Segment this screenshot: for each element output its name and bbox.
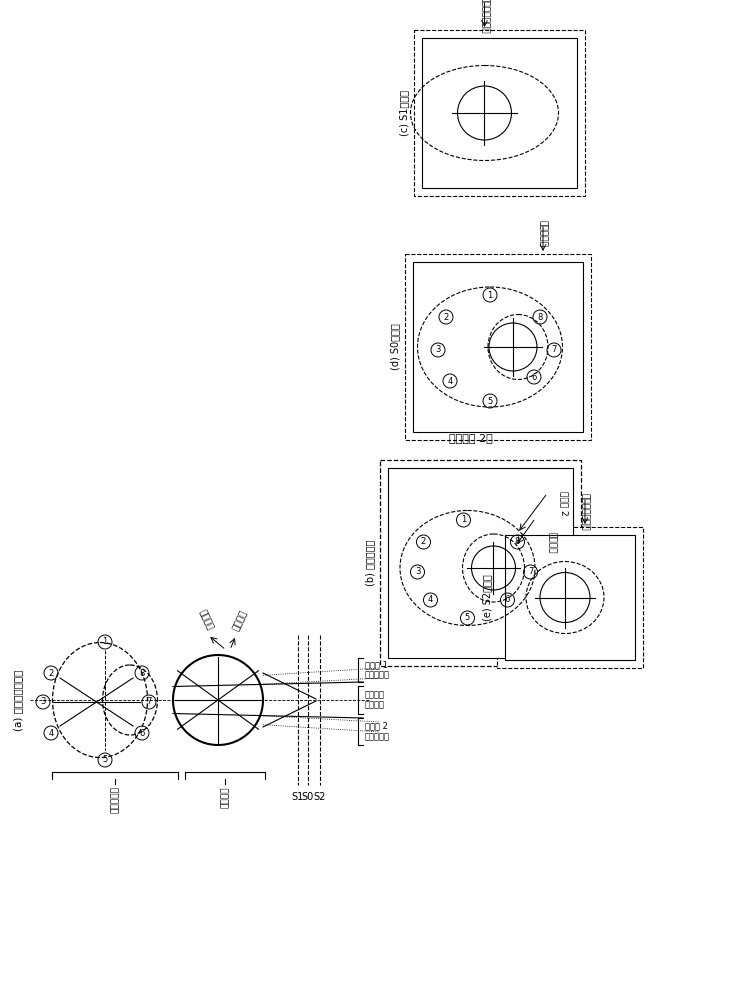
Text: 4: 4 — [428, 595, 433, 604]
Text: 2: 2 — [49, 668, 54, 678]
Text: 1: 1 — [461, 516, 466, 524]
Text: 杂散光 2: 杂散光 2 — [559, 491, 568, 516]
Text: 8: 8 — [514, 538, 520, 546]
Text: S0: S0 — [302, 792, 314, 802]
Text: 5: 5 — [465, 613, 470, 622]
Text: (b) 平行光部分: (b) 平行光部分 — [365, 540, 375, 586]
Bar — [505, 535, 635, 660]
Text: (a) 光线的会聚状态: (a) 光线的会聚状态 — [13, 669, 23, 731]
Text: 信号光的
会聚范围: 信号光的 会聚范围 — [365, 690, 385, 710]
Bar — [388, 468, 573, 658]
Text: 杂散光 1
的会聚范围: 杂散光 1 的会聚范围 — [365, 660, 390, 680]
Text: 曲面方向: 曲面方向 — [232, 609, 248, 632]
Text: 7: 7 — [528, 568, 533, 576]
Text: 3: 3 — [435, 346, 441, 355]
Text: 7: 7 — [551, 346, 556, 355]
Text: ＜杂散光 2＞: ＜杂散光 2＞ — [448, 433, 492, 443]
Text: S2: S2 — [314, 792, 326, 802]
Bar — [405, 254, 591, 440]
Text: 3: 3 — [40, 698, 46, 706]
Text: 杂散光 2
的会聚范围: 杂散光 2 的会聚范围 — [365, 722, 390, 741]
Bar — [414, 30, 585, 196]
Text: 7: 7 — [146, 698, 151, 706]
Text: 传感器投影区域: 传感器投影区域 — [480, 0, 489, 34]
Text: 2: 2 — [443, 312, 448, 322]
Bar — [422, 38, 577, 188]
Text: 8: 8 — [537, 312, 542, 322]
Text: 6: 6 — [531, 372, 537, 381]
Text: (c) S1平面上: (c) S1平面上 — [399, 90, 409, 136]
Text: 像散元件: 像散元件 — [548, 532, 556, 554]
Text: 平面方向: 平面方向 — [198, 609, 215, 632]
Bar — [413, 262, 583, 432]
Text: S1: S1 — [292, 792, 304, 802]
Bar — [380, 460, 581, 666]
Text: 6: 6 — [140, 728, 145, 738]
Text: 传感器区域: 传感器区域 — [539, 220, 548, 247]
Text: (e) S2平面上: (e) S2平面上 — [482, 574, 492, 621]
Text: 5: 5 — [487, 396, 492, 406]
Text: 平行光部分: 平行光部分 — [110, 786, 120, 813]
Text: 4: 4 — [448, 376, 453, 385]
Text: 5: 5 — [102, 756, 107, 764]
Text: 1: 1 — [102, 638, 107, 647]
Text: 3: 3 — [415, 568, 420, 576]
Text: 1: 1 — [487, 290, 492, 300]
Text: 像散元件: 像散元件 — [220, 786, 229, 808]
Text: 传感器投影区域: 传感器投影区域 — [581, 493, 589, 531]
Text: 8: 8 — [140, 668, 145, 678]
Text: 4: 4 — [49, 728, 54, 738]
Text: 2: 2 — [421, 538, 426, 546]
Text: 6: 6 — [505, 595, 510, 604]
Text: (d) S0平面上: (d) S0平面上 — [390, 324, 400, 370]
Bar — [497, 527, 643, 668]
